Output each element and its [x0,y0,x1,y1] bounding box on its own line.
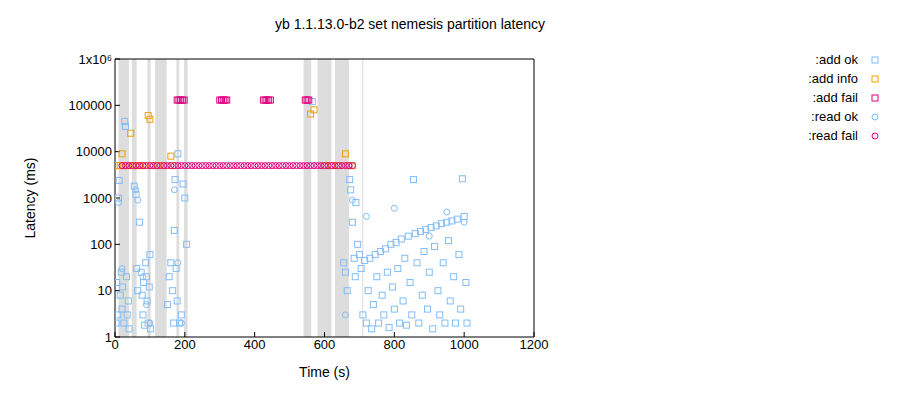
svg-text:1000: 1000 [83,191,112,206]
svg-text:100000: 100000 [69,98,112,113]
svg-text:200: 200 [174,337,196,352]
html-text:yb 1.1.13.0-b2 set nemesis par: yb 1.1.13.0-b2 set nemesis partition lat… [275,16,545,32]
svg-text:1200: 1200 [520,337,549,352]
html-text::add fail: :add fail [812,90,858,105]
svg-text:800: 800 [383,337,405,352]
svg-text:10: 10 [98,283,112,298]
html-text::read fail: :read fail [808,128,858,143]
svg-text:1000: 1000 [450,337,479,352]
html-text::add ok: :add ok [815,52,858,67]
svg-text:0: 0 [111,337,118,352]
svg-text:600: 600 [314,337,336,352]
html-text::add info: :add info [808,71,858,86]
svg-text:Time (s): Time (s) [299,364,350,380]
svg-text:Latency (ms): Latency (ms) [22,158,38,239]
svg-text:100: 100 [90,237,112,252]
html-text::read ok: :read ok [811,109,858,124]
svg-text:10000: 10000 [76,144,112,159]
svg-text:1x10⁶: 1x10⁶ [78,52,112,67]
svg-text:400: 400 [244,337,266,352]
svg-text:1: 1 [105,330,112,345]
